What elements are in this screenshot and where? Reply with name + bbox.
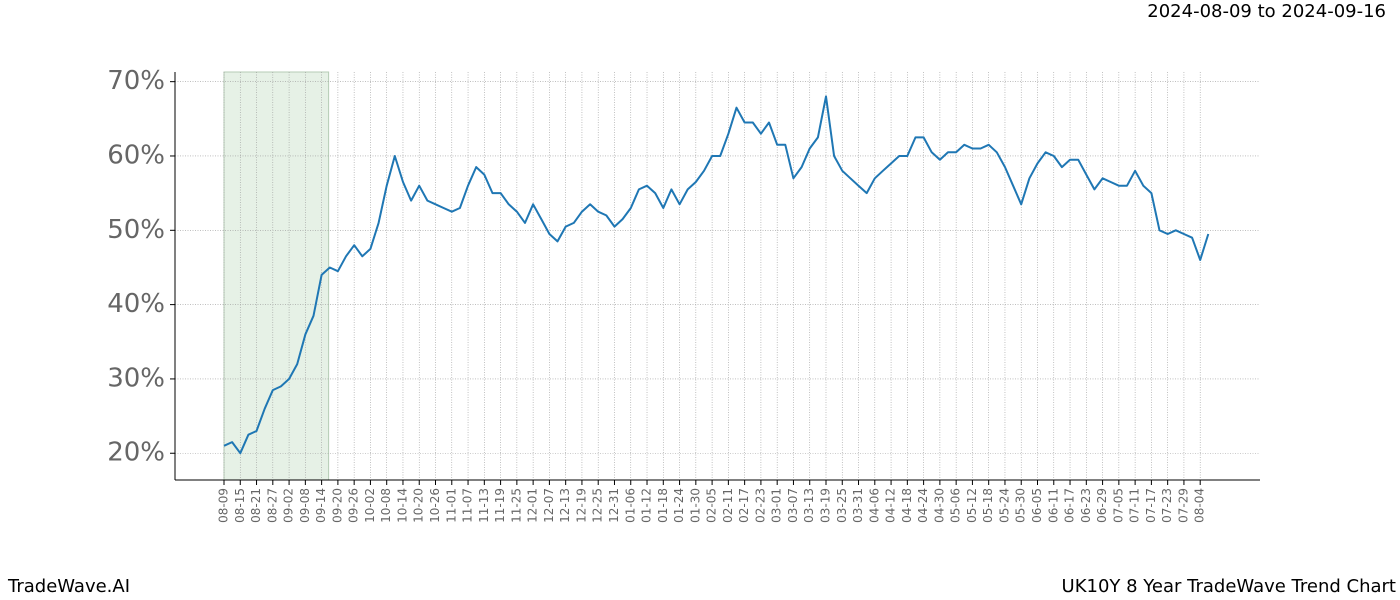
y-tick-label: 50%	[107, 215, 165, 245]
x-tick-label: 03-31	[851, 488, 865, 523]
x-tick-label: 08-04	[1193, 488, 1207, 523]
x-tick-label: 07-17	[1144, 488, 1158, 523]
x-tick-label: 08-09	[217, 488, 231, 523]
y-tick-label: 40%	[107, 289, 165, 319]
x-tick-label: 02-05	[705, 488, 719, 523]
x-tick-label: 09-08	[298, 488, 312, 523]
x-tick-label: 10-14	[395, 488, 409, 523]
x-tick-label: 02-17	[737, 488, 751, 523]
x-tick-label: 05-12	[965, 488, 979, 523]
x-tick-label: 07-23	[1160, 488, 1174, 523]
x-tick-label: 01-18	[656, 488, 670, 523]
x-tick-label: 01-30	[688, 488, 702, 523]
x-tick-label: 12-13	[558, 488, 572, 523]
y-tick-label: 30%	[107, 363, 165, 393]
x-tick-label: 12-25	[591, 488, 605, 523]
x-tick-label: 08-15	[233, 488, 247, 523]
x-tick-label: 04-18	[900, 488, 914, 523]
x-tick-label: 06-29	[1095, 488, 1109, 523]
x-tick-label: 12-01	[526, 488, 540, 523]
x-tick-label: 12-19	[574, 488, 588, 523]
x-tick-label: 11-13	[477, 488, 491, 523]
x-tick-label: 07-05	[1111, 488, 1125, 523]
x-tick-label: 09-20	[330, 488, 344, 523]
x-tick-label: 05-06	[949, 488, 963, 523]
x-tick-label: 03-19	[818, 488, 832, 523]
x-tick-label: 01-12	[640, 488, 654, 523]
x-tick-label: 12-07	[542, 488, 556, 523]
x-tick-label: 02-23	[753, 488, 767, 523]
x-tick-label: 05-30	[1014, 488, 1028, 523]
x-tick-label: 04-12	[884, 488, 898, 523]
x-tick-label: 04-30	[932, 488, 946, 523]
x-tick-label: 04-24	[916, 488, 930, 523]
date-range: 2024-08-09 to 2024-09-16	[1147, 1, 1386, 22]
x-tick-label: 03-13	[802, 488, 816, 523]
x-tick-label: 03-01	[770, 488, 784, 523]
x-tick-label: 09-02	[282, 488, 296, 523]
x-tick-label: 09-14	[314, 488, 328, 523]
x-tick-label: 10-20	[412, 488, 426, 523]
x-tick-label: 02-11	[721, 488, 735, 523]
x-tick-label: 08-21	[249, 488, 263, 523]
x-tick-label: 10-02	[363, 488, 377, 523]
brand: TradeWave.AI	[7, 576, 130, 597]
x-tick-label: 04-06	[867, 488, 881, 523]
x-tick-label: 12-31	[607, 488, 621, 523]
x-tick-label: 01-24	[672, 488, 686, 523]
x-tick-label: 03-07	[786, 488, 800, 523]
y-tick-label: 20%	[107, 438, 165, 468]
x-tick-label: 09-26	[347, 488, 361, 523]
highlight-band	[223, 71, 330, 481]
x-tick-label: 10-08	[379, 488, 393, 523]
x-tick-label: 11-01	[444, 488, 458, 523]
y-tick-label: 60%	[107, 140, 165, 170]
trend-line	[223, 95, 1210, 455]
x-tick-label: 03-25	[835, 488, 849, 523]
x-tick-label: 07-29	[1176, 488, 1190, 523]
x-tick-label: 06-11	[1046, 488, 1060, 523]
x-tick-label: 01-06	[623, 488, 637, 523]
x-tick-label: 06-17	[1063, 488, 1077, 523]
x-tick-label: 06-23	[1079, 488, 1093, 523]
x-tick-label: 08-27	[265, 488, 279, 523]
x-tick-label: 11-25	[509, 488, 523, 523]
y-tick-label: 70%	[107, 66, 165, 96]
chart-title: UK10Y 8 Year TradeWave Trend Chart	[1062, 576, 1396, 597]
x-tick-label: 05-24	[997, 488, 1011, 523]
x-tick-label: 07-11	[1128, 488, 1142, 523]
x-tick-label: 11-07	[461, 488, 475, 523]
x-tick-label: 11-19	[493, 488, 507, 523]
x-tick-label: 05-18	[981, 488, 995, 523]
x-tick-label: 06-05	[1030, 488, 1044, 523]
x-tick-label: 10-26	[428, 488, 442, 523]
